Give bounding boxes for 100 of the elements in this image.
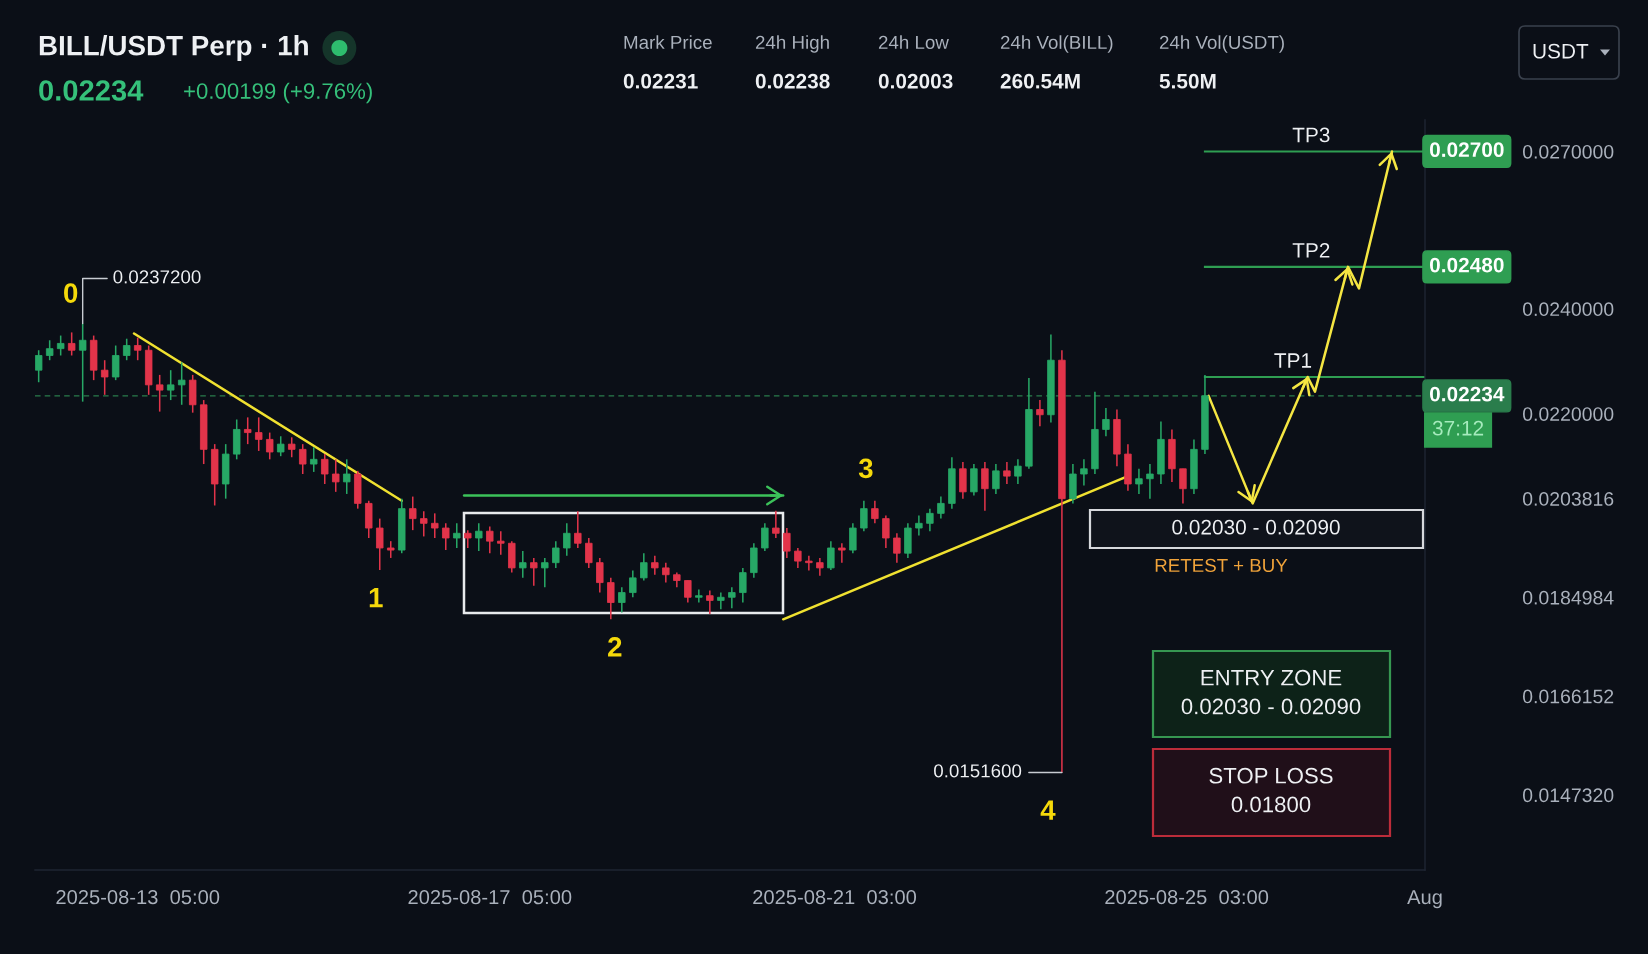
candlestick xyxy=(662,561,670,584)
candlestick xyxy=(992,463,1000,495)
chart-title: BILL/USDT Perp · 1h xyxy=(39,35,308,61)
candlestick xyxy=(596,557,604,594)
candlestick xyxy=(332,458,340,493)
candlestick xyxy=(827,540,835,571)
candlestick xyxy=(761,522,769,552)
ref-line-label: 0.02234 xyxy=(1429,386,1505,402)
x-tick-label: Aug xyxy=(1407,890,1442,909)
candlestick xyxy=(67,331,76,357)
ref-line-label: 0.02480 xyxy=(1429,257,1504,273)
text: 0.02231 xyxy=(623,73,698,89)
candlestick xyxy=(959,461,967,500)
candlestick xyxy=(772,509,780,539)
candlestick xyxy=(343,458,351,495)
candlestick xyxy=(651,555,659,576)
annotation: STOP LOSS 0.01800 xyxy=(1209,767,1333,813)
candlestick xyxy=(111,344,120,381)
candlestick xyxy=(1014,458,1022,485)
candlestick xyxy=(893,532,901,564)
candlestick xyxy=(376,517,384,571)
annotation: 0 xyxy=(64,283,78,303)
candlestick xyxy=(739,567,747,604)
candlestick xyxy=(684,579,692,604)
candlestick xyxy=(1102,407,1110,438)
candlestick xyxy=(56,334,65,357)
candlestick xyxy=(166,369,175,401)
candlestick xyxy=(563,522,571,557)
candlestick xyxy=(35,349,43,384)
y-tick-label: 0.0203816 xyxy=(1522,492,1614,506)
text: 24h Low xyxy=(878,35,949,50)
candlestick xyxy=(387,540,395,559)
candlestick xyxy=(805,555,813,572)
candlestick xyxy=(321,453,329,485)
candlestick xyxy=(244,416,252,445)
text: USDT xyxy=(1533,43,1589,59)
candlestick xyxy=(100,359,109,396)
candlestick xyxy=(915,514,923,537)
candlestick xyxy=(1036,399,1044,428)
x-tick-label: 2025-08-21 03:00 xyxy=(753,889,917,905)
candlestick xyxy=(288,436,296,459)
y-tick-label: 0.0240000 xyxy=(1522,302,1614,317)
candlestick xyxy=(177,361,186,406)
y-tick-label: 0.0166152 xyxy=(1522,689,1614,704)
candlestick xyxy=(871,500,879,525)
x-tick-label: 2025-08-25 03:00 xyxy=(1105,889,1269,905)
candlestick xyxy=(1135,468,1143,495)
candlestick xyxy=(530,557,538,587)
candlestick xyxy=(585,537,593,569)
candlestick xyxy=(629,569,637,599)
candlestick xyxy=(783,527,791,559)
y-tick-label: 0.0220000 xyxy=(1522,407,1614,421)
candlestick xyxy=(299,443,307,475)
text: 24h Vol(USDT) xyxy=(1159,35,1284,53)
text: 24h Vol(BILL) xyxy=(1000,35,1113,53)
candlestick xyxy=(728,586,736,610)
candlestick xyxy=(937,495,945,520)
x-tick-label: 2025-08-13 05:00 xyxy=(56,889,220,905)
candlestick xyxy=(486,525,494,554)
annotation: 0.0237200 xyxy=(113,270,201,284)
candlestick xyxy=(695,588,703,604)
candlestick xyxy=(970,463,978,497)
candlestick xyxy=(552,540,560,569)
annotation: 0.0151600 xyxy=(934,764,1022,778)
candlestick xyxy=(420,510,428,538)
y-tick-label: 0.0184984 xyxy=(1522,590,1614,605)
candlestick xyxy=(409,495,417,531)
annotation: RETEST + BUY xyxy=(1155,558,1288,573)
candlestick xyxy=(133,336,142,361)
text: 37:12 xyxy=(1432,420,1484,436)
candlestick xyxy=(122,337,131,361)
candlestick xyxy=(794,547,802,569)
annotation: ENTRY ZONE 0.02030 - 0.02090 xyxy=(1181,669,1361,715)
annotation: 1 xyxy=(369,588,383,608)
y-tick-label: 0.0147320 xyxy=(1522,788,1614,803)
candlestick xyxy=(155,374,164,413)
candlestick xyxy=(926,507,934,532)
text: Mark Price xyxy=(624,35,712,50)
candlestick xyxy=(442,522,450,551)
annotation: TP2 xyxy=(1292,242,1330,258)
y-tick-label: 0.0270000 xyxy=(1522,144,1614,159)
ref-line-label: 0.02700 xyxy=(1429,142,1504,158)
candlestick xyxy=(475,522,483,552)
text: 0.02003 xyxy=(878,73,953,89)
candlestick xyxy=(618,586,626,614)
text: +0.00199 (+9.76%) xyxy=(184,82,372,104)
text: 5.50M xyxy=(1159,73,1216,89)
candlestick xyxy=(266,431,274,461)
annotation: 4 xyxy=(1040,800,1056,820)
candlestick xyxy=(1146,463,1154,500)
candlestick xyxy=(860,500,868,532)
candlestick xyxy=(1003,461,1011,485)
candlestick xyxy=(981,461,989,512)
annotation: TP3 xyxy=(1292,127,1330,143)
text: 260.54M xyxy=(1000,73,1080,89)
candlestick xyxy=(541,557,549,589)
candlestick xyxy=(1080,458,1088,487)
candlestick xyxy=(45,339,54,361)
candlestick xyxy=(706,589,714,615)
annotation: TP1 xyxy=(1274,353,1312,368)
